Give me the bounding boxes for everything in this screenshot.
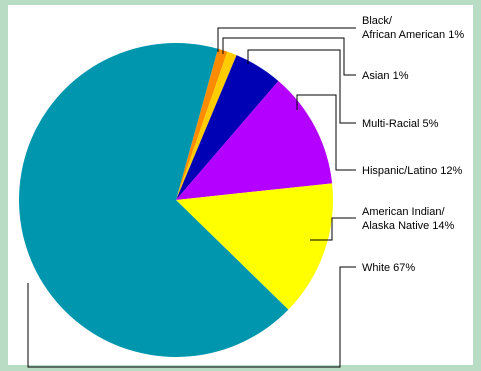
slice-label-american-indian-alaska-native: American Indian/Alaska Native 14% — [362, 206, 455, 232]
slice-label-hispanic-latino: Hispanic/Latino 12% — [362, 165, 463, 177]
slice-label-white: White 67% — [362, 262, 415, 274]
slice-label-asian: Asian 1% — [362, 70, 409, 82]
pie-slices — [19, 43, 333, 357]
slice-label-multi-racial: Multi-Racial 5% — [362, 118, 439, 130]
slice-labels: Black/African American 1% Asian 1% Multi-R… — [362, 15, 464, 274]
leader-line-black-african-american — [218, 28, 356, 52]
slice-label-black-african-american: Black/African American 1% — [362, 15, 464, 41]
